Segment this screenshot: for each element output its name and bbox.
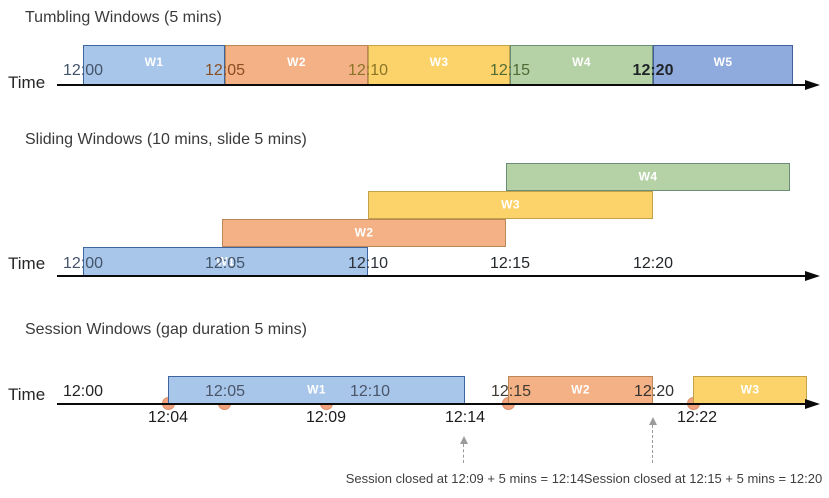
session-tick-label: 12:00 bbox=[62, 383, 104, 400]
tumbling-section-title: Tumbling Windows (5 mins) bbox=[25, 9, 222, 26]
session-timeline-axis bbox=[57, 403, 806, 405]
window-label: W1 bbox=[307, 382, 326, 397]
sliding-window-w4: W4 bbox=[506, 163, 790, 191]
tumbling-tick-label: 12:00 bbox=[62, 62, 104, 79]
tumbling-time-axis-label: Time bbox=[8, 73, 46, 92]
window-label: W2 bbox=[354, 225, 374, 240]
window-label: W1 bbox=[216, 253, 235, 268]
window-label: W4 bbox=[638, 169, 658, 184]
tumbling-timeline-axis bbox=[57, 84, 806, 86]
sliding-time-axis-label: Time bbox=[8, 254, 46, 273]
tumbling-tick-label: 12:05 bbox=[204, 62, 246, 79]
tumbling-tick-label: 12:10 bbox=[347, 62, 389, 79]
session-time-axis-label: Time bbox=[8, 385, 46, 404]
session-tick-label: 12:10 bbox=[349, 383, 391, 400]
tumbling-window-w2: W2 bbox=[225, 45, 368, 86]
session-window-w1: W1 bbox=[168, 376, 465, 404]
window-label: W1 bbox=[144, 55, 164, 69]
sliding-tick-label: 12:05 bbox=[204, 255, 246, 272]
tumbling-window-w3: W3 bbox=[368, 45, 510, 86]
session-section-title: Session Windows (gap duration 5 mins) bbox=[25, 321, 307, 338]
sliding-axis-arrowhead-icon bbox=[805, 271, 820, 281]
session-close-note: Session closed at 12:15 + 5 mins = 12:20 bbox=[583, 471, 823, 486]
session-tick-label: 12:15 bbox=[490, 383, 532, 400]
event-time-label: 12:09 bbox=[305, 409, 347, 426]
tumbling-tick-label: 12:15 bbox=[489, 62, 531, 79]
dashed-up-arrow-icon bbox=[649, 417, 657, 463]
window-label: W2 bbox=[571, 382, 590, 397]
session-axis-arrowhead-icon bbox=[805, 399, 820, 409]
tumbling-tick-label: 12:20 bbox=[632, 62, 674, 79]
event-time-label: 12:22 bbox=[676, 409, 718, 426]
session-window-w3: W3 bbox=[693, 376, 807, 404]
window-label: W3 bbox=[501, 197, 520, 212]
window-label: W3 bbox=[740, 382, 760, 397]
session-tick-label: 12:05 bbox=[204, 383, 246, 400]
sliding-section-title: Sliding Windows (10 mins, slide 5 mins) bbox=[25, 131, 307, 148]
window-label: W2 bbox=[287, 55, 306, 69]
sliding-tick-label: 12:15 bbox=[489, 255, 531, 272]
event-time-label: 12:14 bbox=[444, 409, 486, 426]
event-time-label: 12:04 bbox=[147, 409, 189, 426]
tumbling-window-w1: W1 bbox=[83, 45, 225, 86]
tumbling-axis-arrowhead-icon bbox=[805, 80, 820, 90]
tumbling-window-w4: W4 bbox=[510, 45, 653, 86]
session-window-w2: W2 bbox=[508, 376, 653, 404]
tumbling-window-w5: W5 bbox=[653, 45, 793, 86]
session-close-note: Session closed at 12:09 + 5 mins = 12:14 bbox=[345, 471, 585, 486]
sliding-tick-label: 12:10 bbox=[347, 255, 389, 272]
session-tick-label: 12:20 bbox=[633, 383, 675, 400]
dashed-up-arrow-icon bbox=[460, 436, 468, 463]
sliding-window-w3: W3 bbox=[368, 191, 653, 219]
sliding-timeline-axis bbox=[57, 275, 806, 277]
sliding-window-w2: W2 bbox=[222, 219, 506, 247]
window-label: W5 bbox=[713, 55, 733, 69]
sliding-tick-label: 12:20 bbox=[632, 255, 674, 272]
window-label: W3 bbox=[429, 55, 449, 69]
sliding-tick-label: 12:00 bbox=[62, 255, 104, 272]
window-label: W4 bbox=[572, 55, 591, 69]
